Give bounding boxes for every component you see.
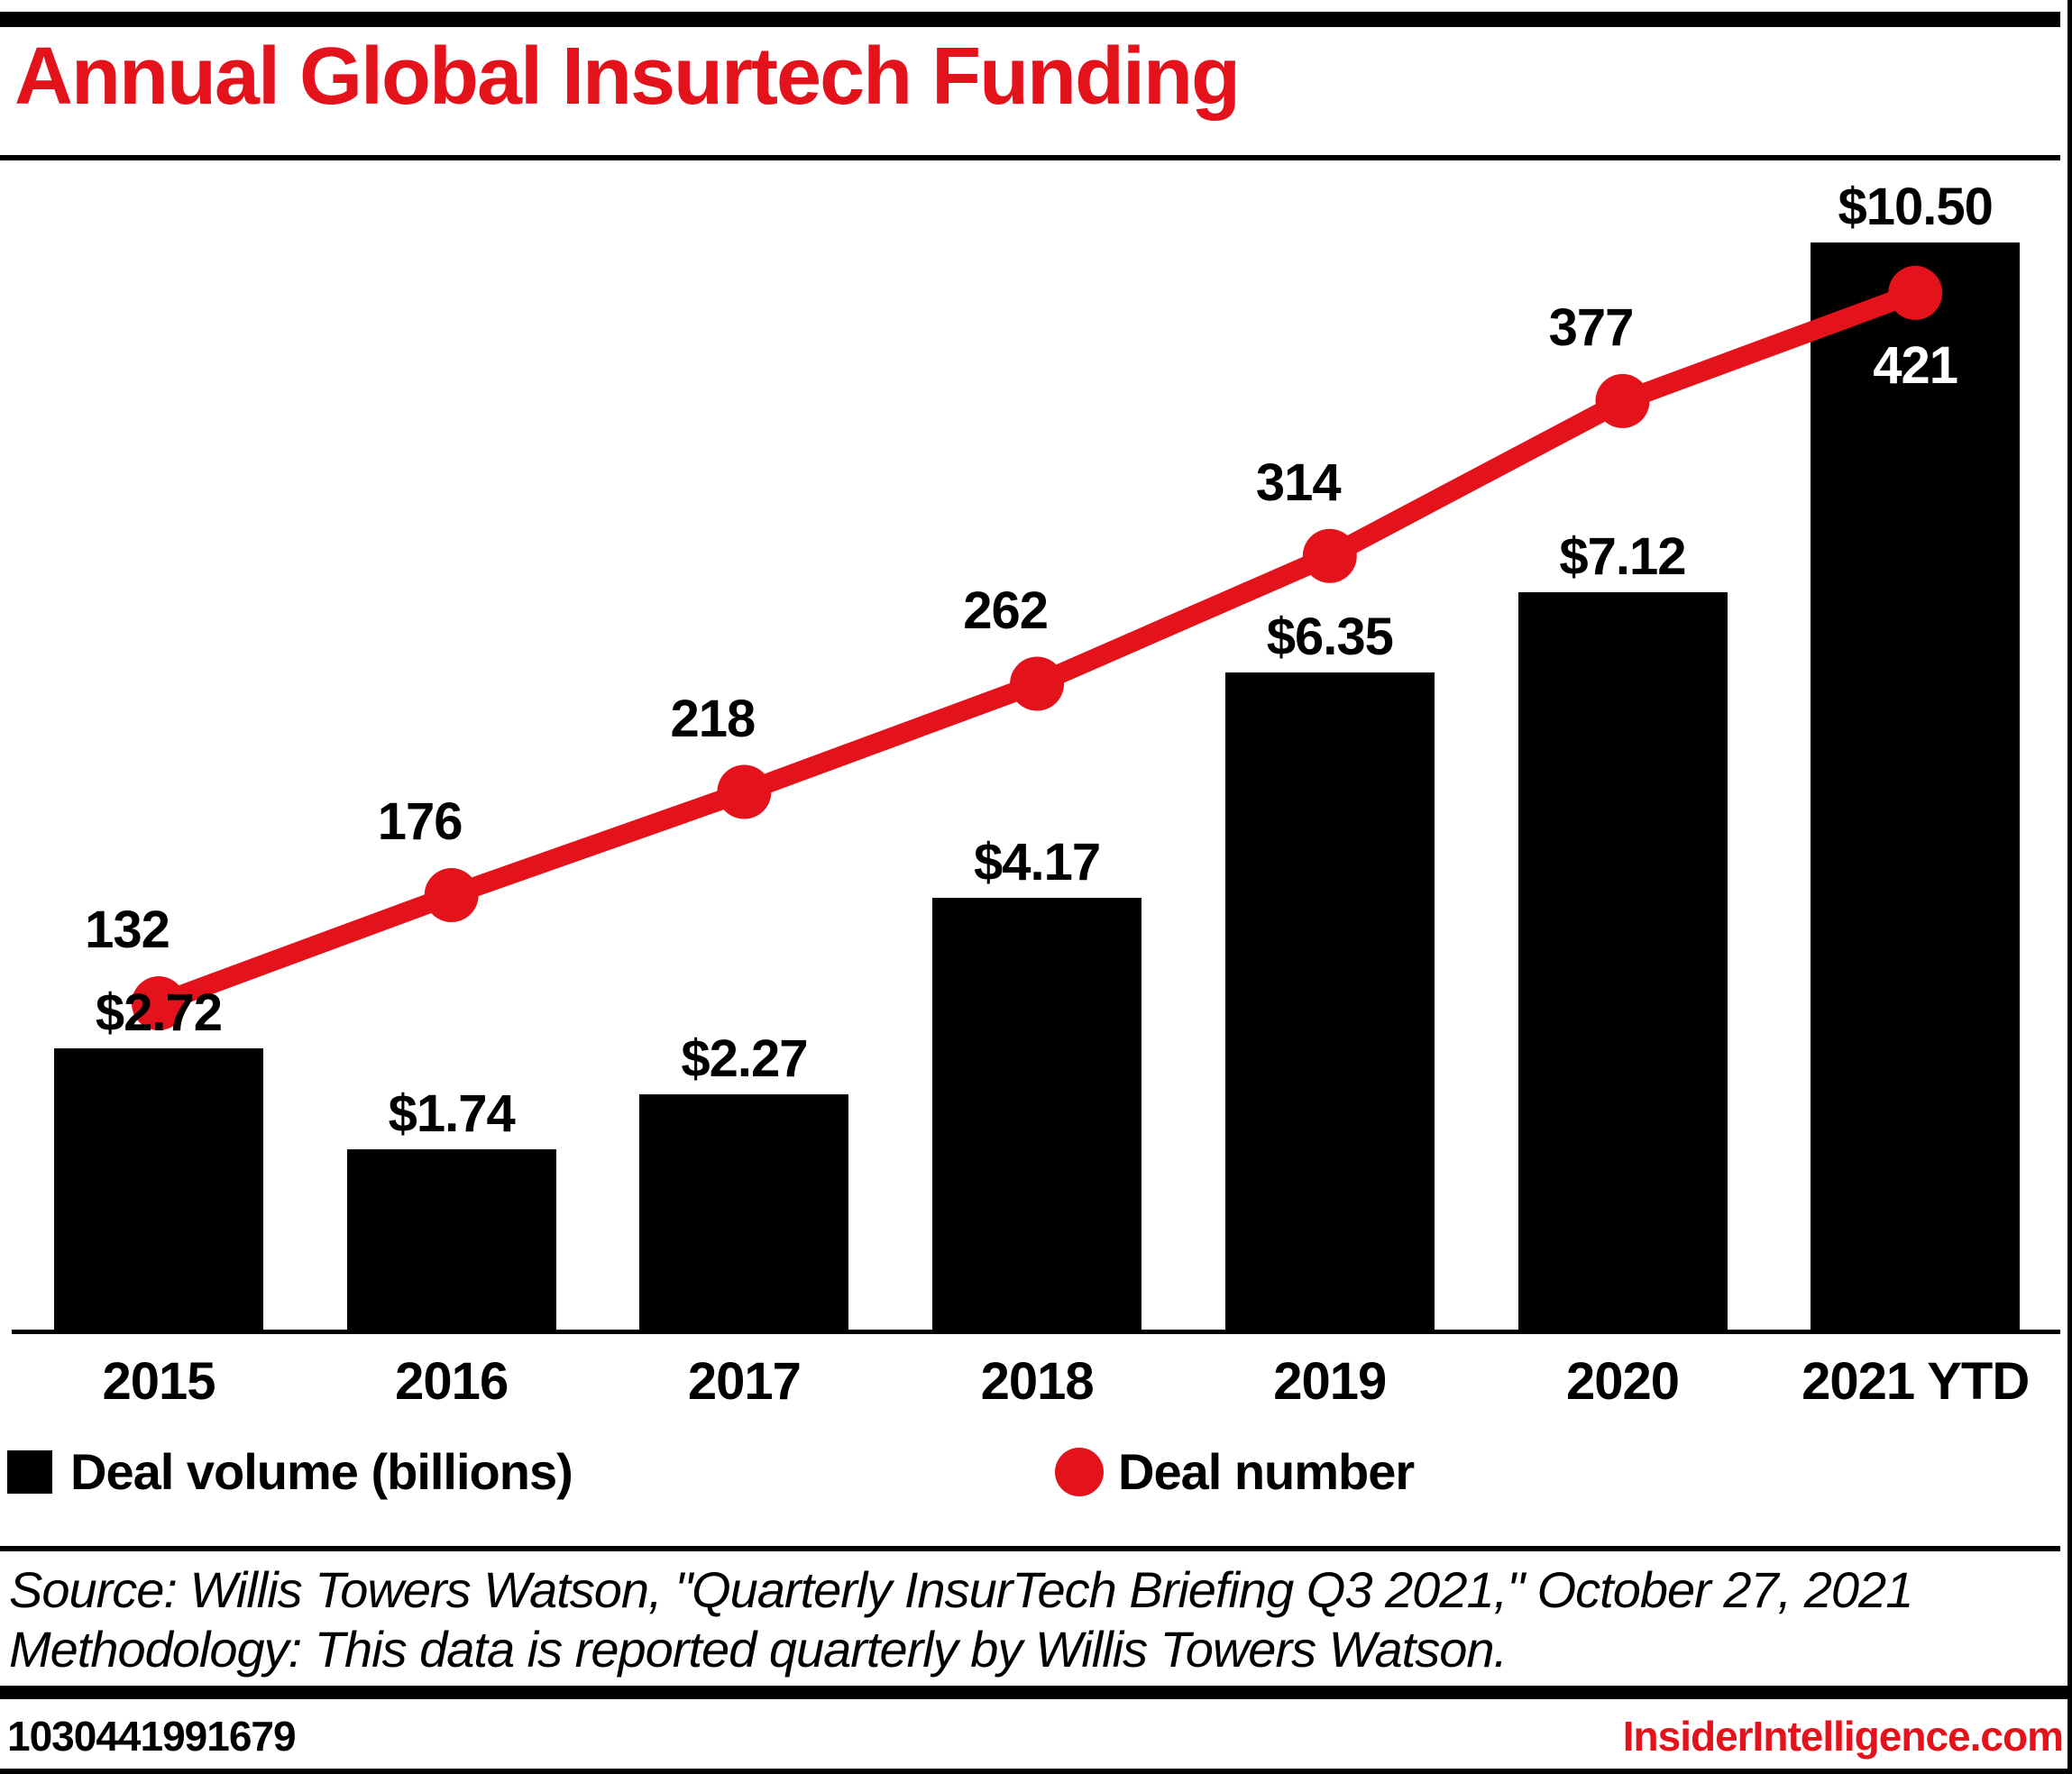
line-data-point: [132, 976, 186, 1031]
line-value-label: 377: [1548, 297, 1635, 357]
line-value-label: 218: [670, 689, 756, 748]
x-axis-line: [12, 1330, 2060, 1334]
legend-bar-swatch: [7, 1450, 52, 1494]
bar-value-label: $6.35: [1266, 607, 1394, 666]
bar-value-label: $1.74: [388, 1084, 516, 1144]
bar-2015: [54, 1047, 263, 1330]
x-tick-label: 2018: [980, 1352, 1095, 1411]
methodology-text: Methodology: This data is reported quart…: [9, 1621, 1508, 1678]
bar-2017: [639, 1094, 849, 1330]
x-tick-label: 2015: [102, 1352, 215, 1411]
chart-title: Annual Global Insurtech Funding: [14, 32, 1241, 122]
bar-value-label: $2.72: [95, 983, 223, 1042]
x-tick-label: 2017: [687, 1352, 802, 1411]
bar-2019: [1224, 672, 1435, 1330]
x-tick-label: 2019: [1273, 1352, 1387, 1411]
line-value-label: 421: [1873, 335, 1958, 395]
source-divider: [0, 1546, 2060, 1551]
line-data-point: [1302, 528, 1357, 583]
source-text: Source: Willis Towers Watson, "Quarterly…: [9, 1561, 1913, 1618]
title-divider: [0, 155, 2060, 160]
bar-2021-ytd: [1811, 242, 2021, 1330]
chart-id: 1030441991679: [7, 1713, 297, 1760]
x-tick-label: 2020: [1565, 1352, 1680, 1411]
bar-2018: [932, 898, 1142, 1330]
footer-divider-bar: [0, 1686, 2072, 1699]
bar-2020: [1517, 592, 1728, 1330]
top-border-bar: [0, 12, 2060, 27]
line-data-point: [717, 764, 772, 819]
bar-value-label: $2.27: [681, 1029, 808, 1089]
line-value-label: 314: [1255, 453, 1342, 512]
right-border-line: [2067, 0, 2072, 1774]
line-data-point: [1595, 373, 1650, 428]
line-segment: [155, 283, 1920, 1013]
bar-2016: [346, 1149, 556, 1330]
bar-value-label: $10.50: [1838, 177, 1993, 236]
x-tick-label: 2016: [395, 1352, 509, 1411]
legend-bar-label: Deal volume (billions): [70, 1443, 573, 1500]
x-tick-label: 2021 YTD: [1802, 1352, 2030, 1411]
line-value-label: 132: [85, 901, 170, 960]
legend-line-dot-icon: [1055, 1448, 1104, 1496]
line-value-label: 262: [963, 581, 1049, 640]
bar-value-label: $7.12: [1559, 527, 1686, 587]
brand-wordmark: InsiderIntelligence.com: [1622, 1713, 2064, 1760]
bar-value-label: $4.17: [974, 833, 1101, 892]
legend-line-label: Deal number: [1118, 1443, 1415, 1500]
line-data-point: [424, 868, 479, 923]
bottom-border-bar: [0, 1769, 2072, 1774]
line-data-point: [1010, 656, 1065, 711]
line-value-label: 176: [377, 792, 463, 852]
line-data-point: [1888, 265, 1943, 320]
